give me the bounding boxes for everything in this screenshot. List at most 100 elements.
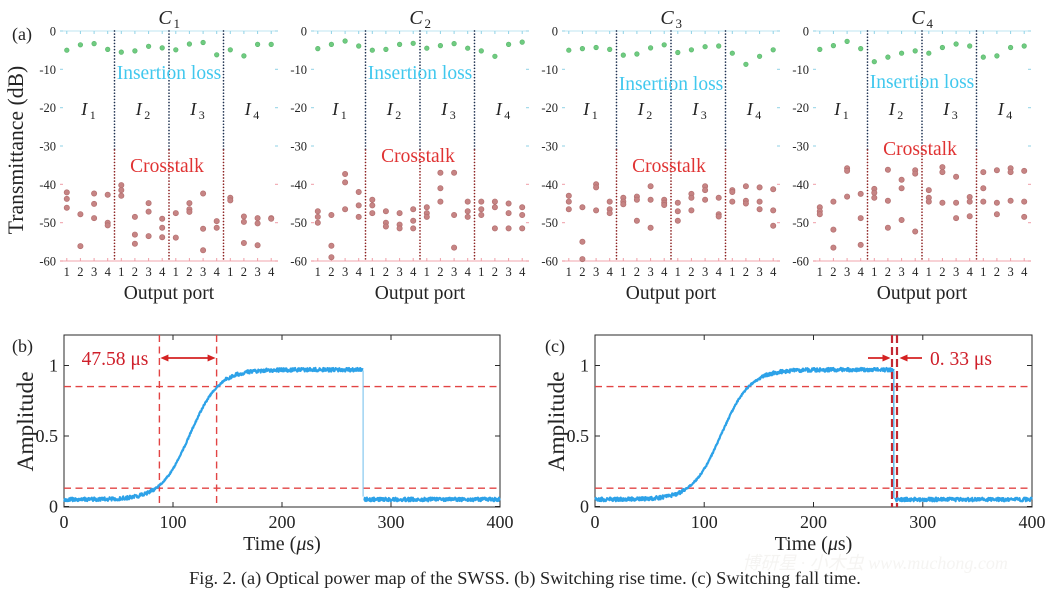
svg-text:Insertion loss: Insertion loss [870,72,975,93]
svg-text:3: 3 [342,265,348,279]
svg-text:2: 2 [743,265,749,279]
svg-text:2: 2 [492,265,498,279]
svg-text:1: 1 [980,265,986,279]
svg-text:300: 300 [378,512,405,532]
svg-text:-20: -20 [39,101,56,115]
svg-text:3: 3 [952,108,958,122]
svg-text:Output port: Output port [626,283,717,304]
svg-text:I: I [888,99,896,119]
svg-text:Transmittance (dB): Transmittance (dB) [4,66,28,234]
svg-text:I: I [942,99,950,119]
svg-text:1: 1 [926,265,932,279]
svg-text:4: 4 [607,265,614,279]
svg-text:-40: -40 [792,178,809,192]
svg-text:1: 1 [566,265,572,279]
svg-text:-50: -50 [39,216,56,230]
svg-text:3: 3 [396,265,402,279]
svg-text:Crosstalk: Crosstalk [632,156,706,177]
svg-text:2: 2 [939,265,945,279]
svg-text:I: I [189,99,197,119]
svg-text:0: 0 [49,497,58,517]
svg-text:4: 4 [927,16,934,31]
svg-text:I: I [637,99,645,119]
svg-text:0: 0 [50,25,56,39]
svg-text:4: 4 [159,265,166,279]
svg-text:2: 2 [688,265,694,279]
svg-text:2: 2 [395,108,401,122]
svg-text:Amplitude: Amplitude [13,371,39,471]
svg-text:Insertion loss: Insertion loss [619,74,724,95]
svg-text:4: 4 [967,265,974,279]
svg-text:-20: -20 [290,101,307,115]
svg-text:1: 1 [49,356,58,376]
svg-text:3: 3 [756,265,762,279]
svg-text:4: 4 [504,108,510,122]
svg-text:(b): (b) [12,336,33,357]
svg-text:Insertion loss: Insertion loss [368,63,473,84]
svg-text:-40: -40 [39,178,56,192]
svg-text:1: 1 [227,265,233,279]
svg-text:0: 0 [803,25,809,39]
svg-text:100: 100 [691,512,718,532]
svg-text:I: I [691,99,699,119]
svg-text:4: 4 [356,265,363,279]
svg-text:2: 2 [328,265,334,279]
svg-text:C: C [660,7,674,29]
svg-text:4: 4 [465,265,472,279]
svg-text:0: 0 [301,25,307,39]
svg-text:0: 0 [591,512,600,532]
svg-text:1: 1 [843,108,849,122]
svg-text:2: 2 [994,265,1000,279]
svg-text:-60: -60 [792,255,809,269]
svg-text:4: 4 [716,265,723,279]
svg-text:200: 200 [800,512,827,532]
svg-text:I: I [440,99,448,119]
svg-text:400: 400 [1019,512,1046,532]
svg-text:4: 4 [410,265,417,279]
svg-text:I: I [386,99,394,119]
svg-text:4: 4 [1006,108,1012,122]
svg-text:1: 1 [315,265,321,279]
svg-text:3: 3 [145,265,151,279]
svg-text:3: 3 [953,265,959,279]
svg-text:1: 1 [620,265,626,279]
svg-text:1: 1 [675,265,681,279]
svg-text:0: 0 [580,497,589,517]
svg-text:-30: -30 [39,140,56,154]
svg-text:Insertion loss: Insertion loss [117,63,222,84]
svg-text:3: 3 [676,16,683,31]
svg-text:3: 3 [451,265,457,279]
svg-text:3: 3 [1007,265,1013,279]
svg-text:2: 2 [830,265,836,279]
svg-text:3: 3 [200,265,206,279]
svg-text:(c): (c) [545,336,565,357]
svg-text:4: 4 [912,265,919,279]
svg-text:Output port: Output port [877,283,968,304]
svg-text:1: 1 [424,265,430,279]
svg-text:I: I [746,99,754,119]
svg-text:1: 1 [173,265,179,279]
svg-text:1: 1 [64,265,70,279]
svg-text:2: 2 [186,265,192,279]
svg-text:Crosstalk: Crosstalk [883,139,957,160]
svg-text:0. 33 μs: 0. 33 μs [930,349,992,370]
svg-text:C: C [158,7,172,29]
svg-text:I: I [331,99,339,119]
svg-text:-40: -40 [290,178,307,192]
svg-text:-10: -10 [39,63,56,77]
svg-text:2: 2 [885,265,891,279]
svg-text:1: 1 [369,265,375,279]
svg-text:2: 2 [897,108,903,122]
svg-text:2: 2 [437,265,443,279]
svg-text:1: 1 [817,265,823,279]
svg-text:Output port: Output port [375,283,466,304]
svg-text:4: 4 [661,265,668,279]
svg-text:3: 3 [701,108,707,122]
svg-text:Time (μs): Time (μs) [775,533,853,555]
svg-text:4: 4 [858,265,865,279]
svg-text:2: 2 [383,265,389,279]
svg-text:2: 2 [77,265,83,279]
svg-text:I: I [997,99,1005,119]
svg-text:3: 3 [505,265,511,279]
svg-text:4: 4 [1021,265,1028,279]
